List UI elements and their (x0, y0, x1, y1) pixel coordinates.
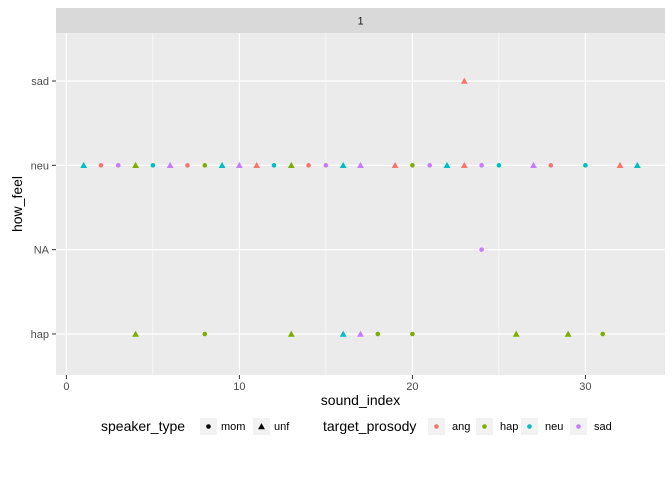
data-point (410, 163, 415, 168)
data-point (375, 331, 381, 337)
legend-key-mom (206, 424, 211, 429)
data-point (339, 161, 347, 169)
data-point (600, 331, 606, 337)
data-point (202, 331, 208, 337)
data-point (150, 163, 156, 168)
data-point (616, 161, 624, 169)
legend-key-ang (434, 424, 439, 429)
data-point (530, 161, 537, 169)
data-point (479, 163, 484, 168)
data-point (460, 161, 468, 169)
y-tick-label: sad (31, 76, 49, 88)
data-point (443, 161, 451, 169)
facet-label: 1 (357, 16, 363, 28)
data-point (410, 331, 415, 337)
data-point (323, 163, 329, 168)
legend-key-hap (482, 424, 487, 429)
plot-panel (56, 33, 665, 375)
legend-key-sad (576, 424, 581, 429)
legend-label-sad: sad (594, 421, 612, 433)
y-tick-label: neu (31, 160, 49, 172)
data-point (98, 163, 104, 168)
data-point (427, 163, 433, 168)
data-point (496, 163, 502, 168)
data-point (460, 77, 468, 84)
data-point (548, 163, 554, 168)
data-point (271, 163, 277, 168)
legend-label-unf: unf (274, 421, 290, 433)
facet-strip (56, 8, 665, 33)
data-point (512, 330, 520, 337)
legend-title-speaker-type: speaker_type (101, 418, 185, 434)
data-point (202, 163, 208, 168)
y-tick-label: NA (34, 245, 50, 257)
data-point (357, 161, 364, 169)
data-point (115, 163, 121, 168)
data-point (583, 163, 588, 168)
legend-key-unf (258, 423, 265, 430)
data-point (287, 330, 295, 337)
data-point (357, 330, 364, 337)
legend-label-mom: mom (221, 421, 245, 433)
data-point (391, 161, 399, 169)
data-point (235, 161, 243, 169)
data-point (218, 161, 226, 169)
data-point (132, 330, 139, 337)
data-point (633, 161, 641, 169)
data-point (253, 161, 261, 169)
legend-label-neu: neu (545, 421, 563, 433)
data-point (132, 161, 139, 169)
data-point (306, 163, 311, 168)
x-tick-label: 0 (63, 381, 69, 393)
data-point (287, 161, 295, 169)
legend-title-target-prosody: target_prosody (323, 418, 416, 434)
data-point (339, 330, 347, 337)
y-axis-title: how_feel (9, 176, 25, 232)
x-tick-label: 10 (233, 381, 245, 393)
data-point (166, 161, 174, 169)
y-tick-label: hap (31, 329, 49, 341)
data-point (479, 247, 484, 252)
x-axis-title: sound_index (321, 392, 400, 408)
data-point (185, 163, 190, 168)
legend-key-neu (527, 424, 532, 429)
legend-label-hap: hap (500, 421, 518, 433)
legend-label-ang: ang (452, 421, 470, 433)
data-point (564, 330, 572, 337)
x-tick-label: 30 (579, 381, 591, 393)
x-tick-label: 20 (406, 381, 418, 393)
data-point (80, 161, 88, 169)
